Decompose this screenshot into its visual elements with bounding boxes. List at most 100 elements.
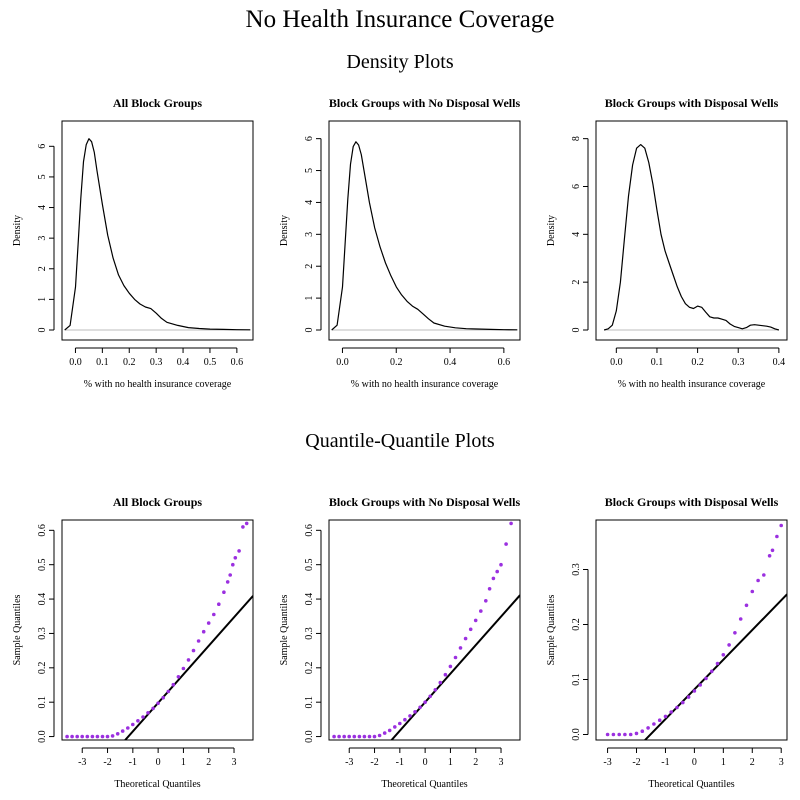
y-axis-label: Density xyxy=(279,215,290,246)
chart-qq-all: All Block Groups -3 -2 -1 0 1 2 3 Theoretical Qu… xyxy=(12,495,254,790)
x-tick-label: 0.2 xyxy=(390,357,403,368)
y-tick-label: 8 xyxy=(571,136,582,141)
qq-point xyxy=(146,711,150,715)
y-tick-label: 0.4 xyxy=(37,593,48,606)
qq-point xyxy=(438,680,443,685)
qq-point xyxy=(110,734,115,738)
y-axis-label: Density xyxy=(546,215,557,246)
qq-point xyxy=(686,695,691,699)
density-curve xyxy=(64,138,251,331)
y-tick-label: 1 xyxy=(37,297,48,302)
x-tick-label: 0.4 xyxy=(177,357,190,368)
y-axis-label: Sample Quantiles xyxy=(12,594,23,665)
qq-point xyxy=(779,523,783,528)
y-tick-label: 0.5 xyxy=(37,558,48,571)
x-tick-label: 2 xyxy=(206,757,211,768)
y-tick-label: 0.0 xyxy=(304,730,315,743)
y-tick-label: 2 xyxy=(37,266,48,271)
qq-reference-line xyxy=(643,593,787,740)
qq-point xyxy=(491,576,496,581)
qq-point xyxy=(433,688,438,692)
qq-point xyxy=(738,617,743,621)
x-tick-label: -1 xyxy=(396,757,404,768)
qq-point xyxy=(504,542,508,546)
y-tick-label: 0.5 xyxy=(304,558,315,571)
qq-point xyxy=(605,732,610,737)
qq-point xyxy=(484,599,488,603)
y-tick-label: 0.1 xyxy=(37,696,48,709)
qq-point xyxy=(448,664,453,669)
chart-qq-wells: Block Groups with Disposal Wells -3 -2 -1 0 1… xyxy=(546,495,788,790)
qq-point xyxy=(675,705,679,710)
qq-point xyxy=(468,627,473,632)
x-tick-label: -1 xyxy=(661,757,669,768)
qq-point xyxy=(225,580,230,584)
qq-point xyxy=(342,734,347,739)
y-tick-label: 5 xyxy=(304,168,315,173)
y-tick-label: 4 xyxy=(571,232,582,237)
x-tick-label: 0.4 xyxy=(773,357,786,368)
qq-point xyxy=(463,636,468,641)
qq-point xyxy=(166,689,171,694)
y-tick-label: 0.2 xyxy=(571,618,582,631)
qq-point xyxy=(663,714,668,719)
plot-frame xyxy=(595,120,788,341)
qq-point xyxy=(628,732,633,737)
qq-point xyxy=(692,689,697,693)
qq-reference-line xyxy=(123,595,253,740)
y-tick-label: 0 xyxy=(37,328,48,333)
x-tick-label: 0.6 xyxy=(231,357,244,368)
qq-reference-line xyxy=(390,594,520,740)
y-tick-label: 0.4 xyxy=(304,593,315,606)
y-tick-label: 0.6 xyxy=(37,524,48,537)
qq-point xyxy=(126,726,130,730)
x-tick-label: 3 xyxy=(232,757,237,768)
qq-point xyxy=(90,734,95,739)
chart-title: Block Groups with No Disposal Wells xyxy=(329,96,521,110)
qq-point xyxy=(408,714,412,718)
qq-point xyxy=(201,629,206,634)
qq-point xyxy=(744,603,749,608)
x-tick-label: -1 xyxy=(129,757,137,768)
y-tick-label: 6 xyxy=(571,184,582,189)
x-tick-label: 3 xyxy=(779,757,784,768)
x-tick-label: 0 xyxy=(692,757,697,768)
y-tick-label: 0.3 xyxy=(304,627,315,640)
x-tick-label: 0.3 xyxy=(732,357,745,368)
plot-frame xyxy=(595,519,788,741)
qq-point xyxy=(151,706,155,711)
qq-point xyxy=(362,734,367,739)
density-curve xyxy=(331,141,518,331)
x-tick-label: 0.1 xyxy=(96,357,109,368)
y-tick-label: 0.2 xyxy=(37,662,48,675)
qq-point xyxy=(70,734,74,739)
qq-point xyxy=(704,676,708,681)
qq-point xyxy=(733,631,737,635)
qq-point xyxy=(217,602,221,606)
qq-point xyxy=(770,548,775,553)
plot-frame xyxy=(328,519,521,741)
x-axis-label: Theoretical Quantiles xyxy=(648,779,734,790)
x-axis-label: Theoretical Quantiles xyxy=(381,779,467,790)
qq-point xyxy=(100,734,105,739)
density-curve xyxy=(603,144,780,331)
qq-point xyxy=(698,683,702,687)
qq-point xyxy=(499,562,503,567)
qq-point xyxy=(775,534,779,539)
y-tick-label: 4 xyxy=(304,200,315,205)
plot-frame xyxy=(61,519,254,741)
y-axis-label: Density xyxy=(12,215,23,246)
x-tick-label: 3 xyxy=(499,757,504,768)
qq-point xyxy=(332,734,336,739)
qq-point xyxy=(727,643,731,647)
qq-point xyxy=(721,653,726,657)
y-tick-label: 6 xyxy=(304,136,315,141)
qq-point xyxy=(762,573,766,577)
x-tick-label: 0.1 xyxy=(651,357,664,368)
x-tick-label: 0.2 xyxy=(123,357,136,368)
qq-point xyxy=(377,733,382,738)
qq-point xyxy=(228,573,232,577)
qq-point xyxy=(487,587,492,591)
qq-point xyxy=(669,710,673,714)
chart-title: Block Groups with No Disposal Wells xyxy=(329,495,521,509)
